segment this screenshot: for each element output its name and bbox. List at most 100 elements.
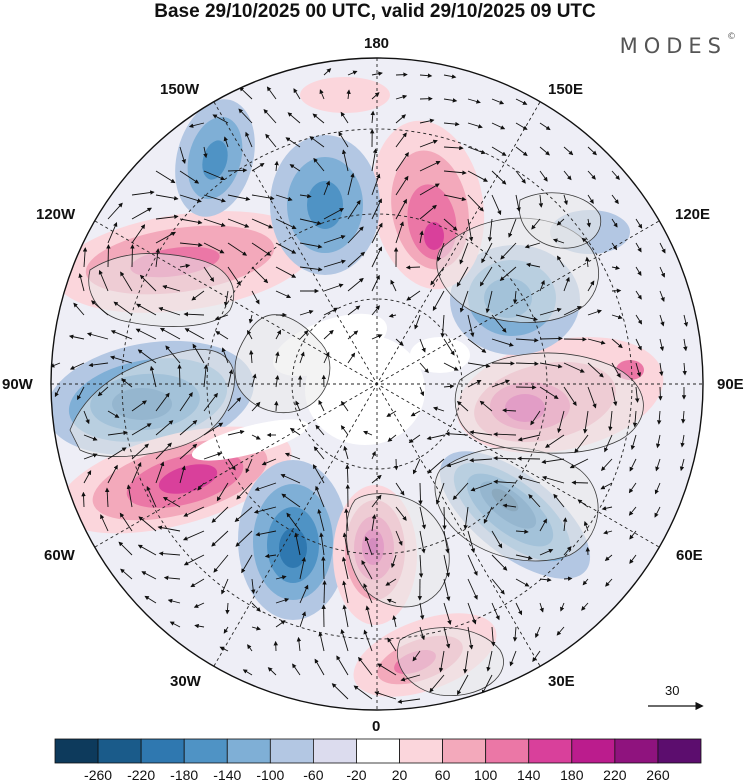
wind-arrow (563, 576, 573, 581)
wind-arrow (296, 636, 302, 652)
wind-arrow (539, 386, 559, 399)
wind-arrow (467, 338, 487, 353)
wind-arrow (97, 386, 109, 397)
wind-arrow (659, 242, 666, 254)
wind-arrow (539, 279, 545, 292)
colorbar-swatch (97, 738, 142, 764)
wind-arrow (563, 306, 582, 316)
wind-arrow (371, 494, 382, 508)
colorbar-swatch (399, 738, 443, 764)
wind-arrow (419, 506, 427, 530)
wind-arrow (560, 602, 565, 612)
wind-arrow (83, 410, 90, 425)
wind-arrow (242, 669, 253, 676)
wind-arrow (539, 548, 554, 556)
wind-arrow (628, 506, 637, 516)
meridian-30w-150e (213, 101, 541, 667)
wind-arrow (611, 288, 622, 293)
wind-arrow (515, 602, 523, 616)
wind-arrow (319, 532, 325, 556)
wind-arrow (491, 146, 507, 156)
wind-arrow (491, 338, 514, 347)
anomaly-positive-core (158, 464, 218, 494)
wind-arrow (264, 553, 277, 559)
wind-arrow (445, 431, 469, 437)
wind-arrow (532, 650, 541, 663)
wind-arrow (131, 423, 152, 436)
wind-arrow (346, 89, 351, 100)
wind-arrow (294, 532, 301, 556)
wind-arrow (419, 118, 435, 124)
wind-arrow (299, 242, 323, 249)
wind-arrow (437, 242, 445, 262)
wind-arrow (552, 238, 565, 244)
wind-arrow (251, 401, 261, 412)
wind-arrow (340, 425, 349, 436)
wind-arrow (483, 506, 493, 524)
wind-arrow (227, 458, 236, 471)
wind-arrow (155, 194, 179, 201)
wind-arrow (408, 434, 421, 444)
wind-arrow (318, 631, 325, 652)
wind-arrow (247, 329, 253, 340)
wind-arrow (238, 108, 253, 124)
wind-arrow (463, 650, 469, 674)
wind-arrow (347, 352, 356, 364)
wind-arrow (317, 508, 325, 532)
wind-arrow (395, 506, 407, 521)
wind-arrow (275, 242, 297, 254)
wind-arrow (563, 194, 568, 206)
wind-arrow (456, 400, 469, 412)
wind-arrow (155, 420, 174, 436)
wind-arrow (98, 269, 109, 292)
latitude-circle (121, 128, 633, 640)
wind-arrow (515, 194, 521, 212)
wind-arrow (587, 338, 606, 345)
wind-arrow (443, 218, 458, 231)
wind-arrow (312, 113, 325, 124)
wind-arrow (284, 452, 301, 460)
wind-arrow (82, 247, 88, 268)
wind-arrow (611, 194, 619, 205)
wind-arrow (515, 146, 528, 157)
wind-arrow (183, 506, 205, 517)
wind-arrow (347, 277, 364, 292)
wind-arrow (654, 506, 661, 518)
wind-vectors (51, 68, 689, 704)
wind-arrow (515, 170, 526, 184)
wind-arrow (340, 629, 349, 652)
wind-arrow (83, 434, 98, 441)
wind-arrow (611, 386, 618, 407)
wind-arrow (322, 580, 327, 604)
wind-arrow (386, 598, 397, 604)
wind-arrow (371, 148, 378, 172)
wind-arrow (517, 475, 541, 484)
wind-arrow (149, 365, 157, 388)
wind-arrow (587, 194, 594, 204)
wind-arrow (467, 314, 475, 338)
wind-arrow (203, 170, 226, 181)
wind-arrow (452, 482, 469, 500)
wind-arrow (293, 88, 301, 100)
lon-label-60e: 60E (676, 547, 703, 564)
wind-arrow (239, 86, 253, 100)
wind-arrow (634, 386, 640, 403)
wind-arrow (371, 274, 380, 292)
wind-arrow (266, 86, 277, 100)
north-america-outline (88, 253, 235, 327)
wind-arrow (601, 506, 613, 511)
wind-arrow (110, 355, 133, 364)
wind-arrow (73, 302, 85, 316)
wind-arrow (577, 499, 589, 508)
wind-arrow (538, 194, 544, 208)
wind-arrow (419, 362, 429, 374)
wind-arrow (535, 626, 541, 639)
colorbar-swatch (54, 738, 99, 764)
wind-arrow (467, 98, 481, 104)
wind-arrow (526, 262, 541, 268)
wind-arrow (412, 458, 421, 475)
wind-arrow (542, 475, 565, 484)
wind-arrow (110, 330, 133, 340)
wind-arrow (387, 434, 397, 442)
